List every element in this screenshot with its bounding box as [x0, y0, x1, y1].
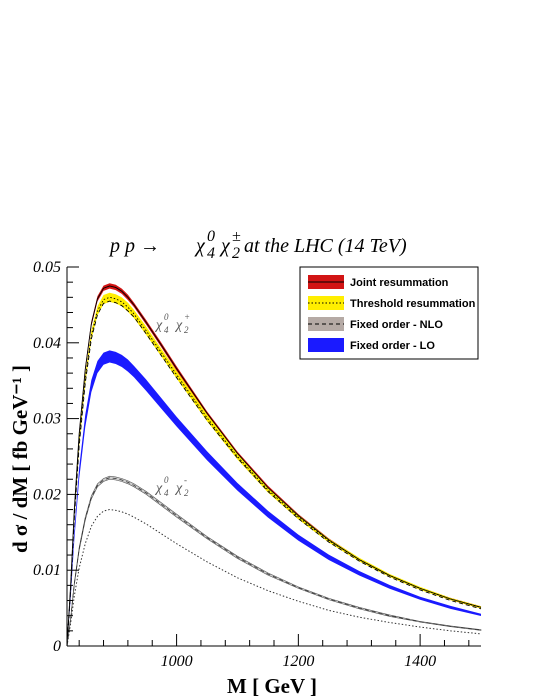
y-tick-label-0: 0	[53, 638, 61, 655]
ann-upper-chi4-sup: 0	[164, 312, 169, 322]
x-axis-label: M [ GeV ]	[227, 674, 317, 698]
series-line-lower-lo	[66, 509, 482, 647]
series-line-lower-nlo	[66, 477, 482, 647]
title-chi2-sup: ±	[232, 228, 241, 245]
title-chi2-sub: 2	[232, 245, 240, 262]
legend-label-threshold: Threshold resummation	[350, 298, 476, 310]
series-line-nlo	[66, 300, 482, 647]
x-tick-label-0: 1000	[161, 653, 193, 670]
ann-lower-chi4: χ	[154, 481, 163, 496]
ann-upper-chi2-sub: 2	[184, 325, 189, 335]
x-tick-label-2: 1400	[404, 653, 436, 670]
series-band-lo	[67, 350, 481, 646]
y-tick-label-2: 0.02	[33, 486, 61, 503]
y-axis-label: d σ / dM [ fb GeV⁻¹ ]	[8, 365, 32, 553]
title-prefix: p p →	[108, 235, 160, 257]
ann-upper-chi4-sub: 4	[164, 325, 169, 335]
legend-swatch-lo	[308, 338, 344, 352]
ann-upper-chi4: χ	[154, 318, 163, 333]
title-chi2: χ	[219, 235, 231, 257]
ann-lower-chi2-sup: -	[184, 475, 187, 485]
ann-lower-chi4-sub: 4	[164, 488, 169, 498]
legend-label-lo: Fixed order - LO	[350, 340, 435, 352]
series-line-joint	[66, 285, 482, 647]
y-tick-label-5: 0.05	[33, 259, 61, 276]
series-line-threshold	[66, 296, 482, 647]
annotation-lower: χ 0 4 χ - 2	[154, 475, 189, 498]
title-chi4-sub: 4	[207, 245, 215, 262]
ann-lower-chi2: χ	[174, 481, 183, 496]
title-chi4-sup: 0	[207, 228, 215, 245]
ann-lower-chi2-sub: 2	[184, 488, 189, 498]
y-tick-label-4: 0.04	[33, 335, 61, 352]
ann-lower-chi4-sup: 0	[164, 475, 169, 485]
plot-area: 0 0.01 0.02 0.03 0.04 0.05 1000 1200 1400	[33, 259, 482, 670]
legend-label-nlo: Fixed order - NLO	[350, 319, 443, 331]
ann-upper-chi2-sup: +	[184, 312, 190, 322]
title-chi4: χ	[194, 235, 206, 257]
y-tick-label-1: 0.01	[33, 562, 61, 579]
series-band-lower-nlo	[66, 475, 482, 647]
y-tick-label-3: 0.03	[33, 411, 61, 428]
legend: Joint resummation Threshold resummation …	[299, 266, 479, 360]
ann-upper-chi2: χ	[174, 318, 183, 333]
title-subtitle: at the LHC (14 TeV)	[244, 235, 407, 257]
annotation-upper: χ 0 4 χ + 2	[154, 312, 190, 335]
legend-label-joint: Joint resummation	[350, 277, 449, 289]
chart-title: p p → χ 0 4 χ ± 2 at the LHC (14 TeV)	[108, 228, 407, 262]
x-tick-label-1: 1200	[282, 653, 314, 670]
